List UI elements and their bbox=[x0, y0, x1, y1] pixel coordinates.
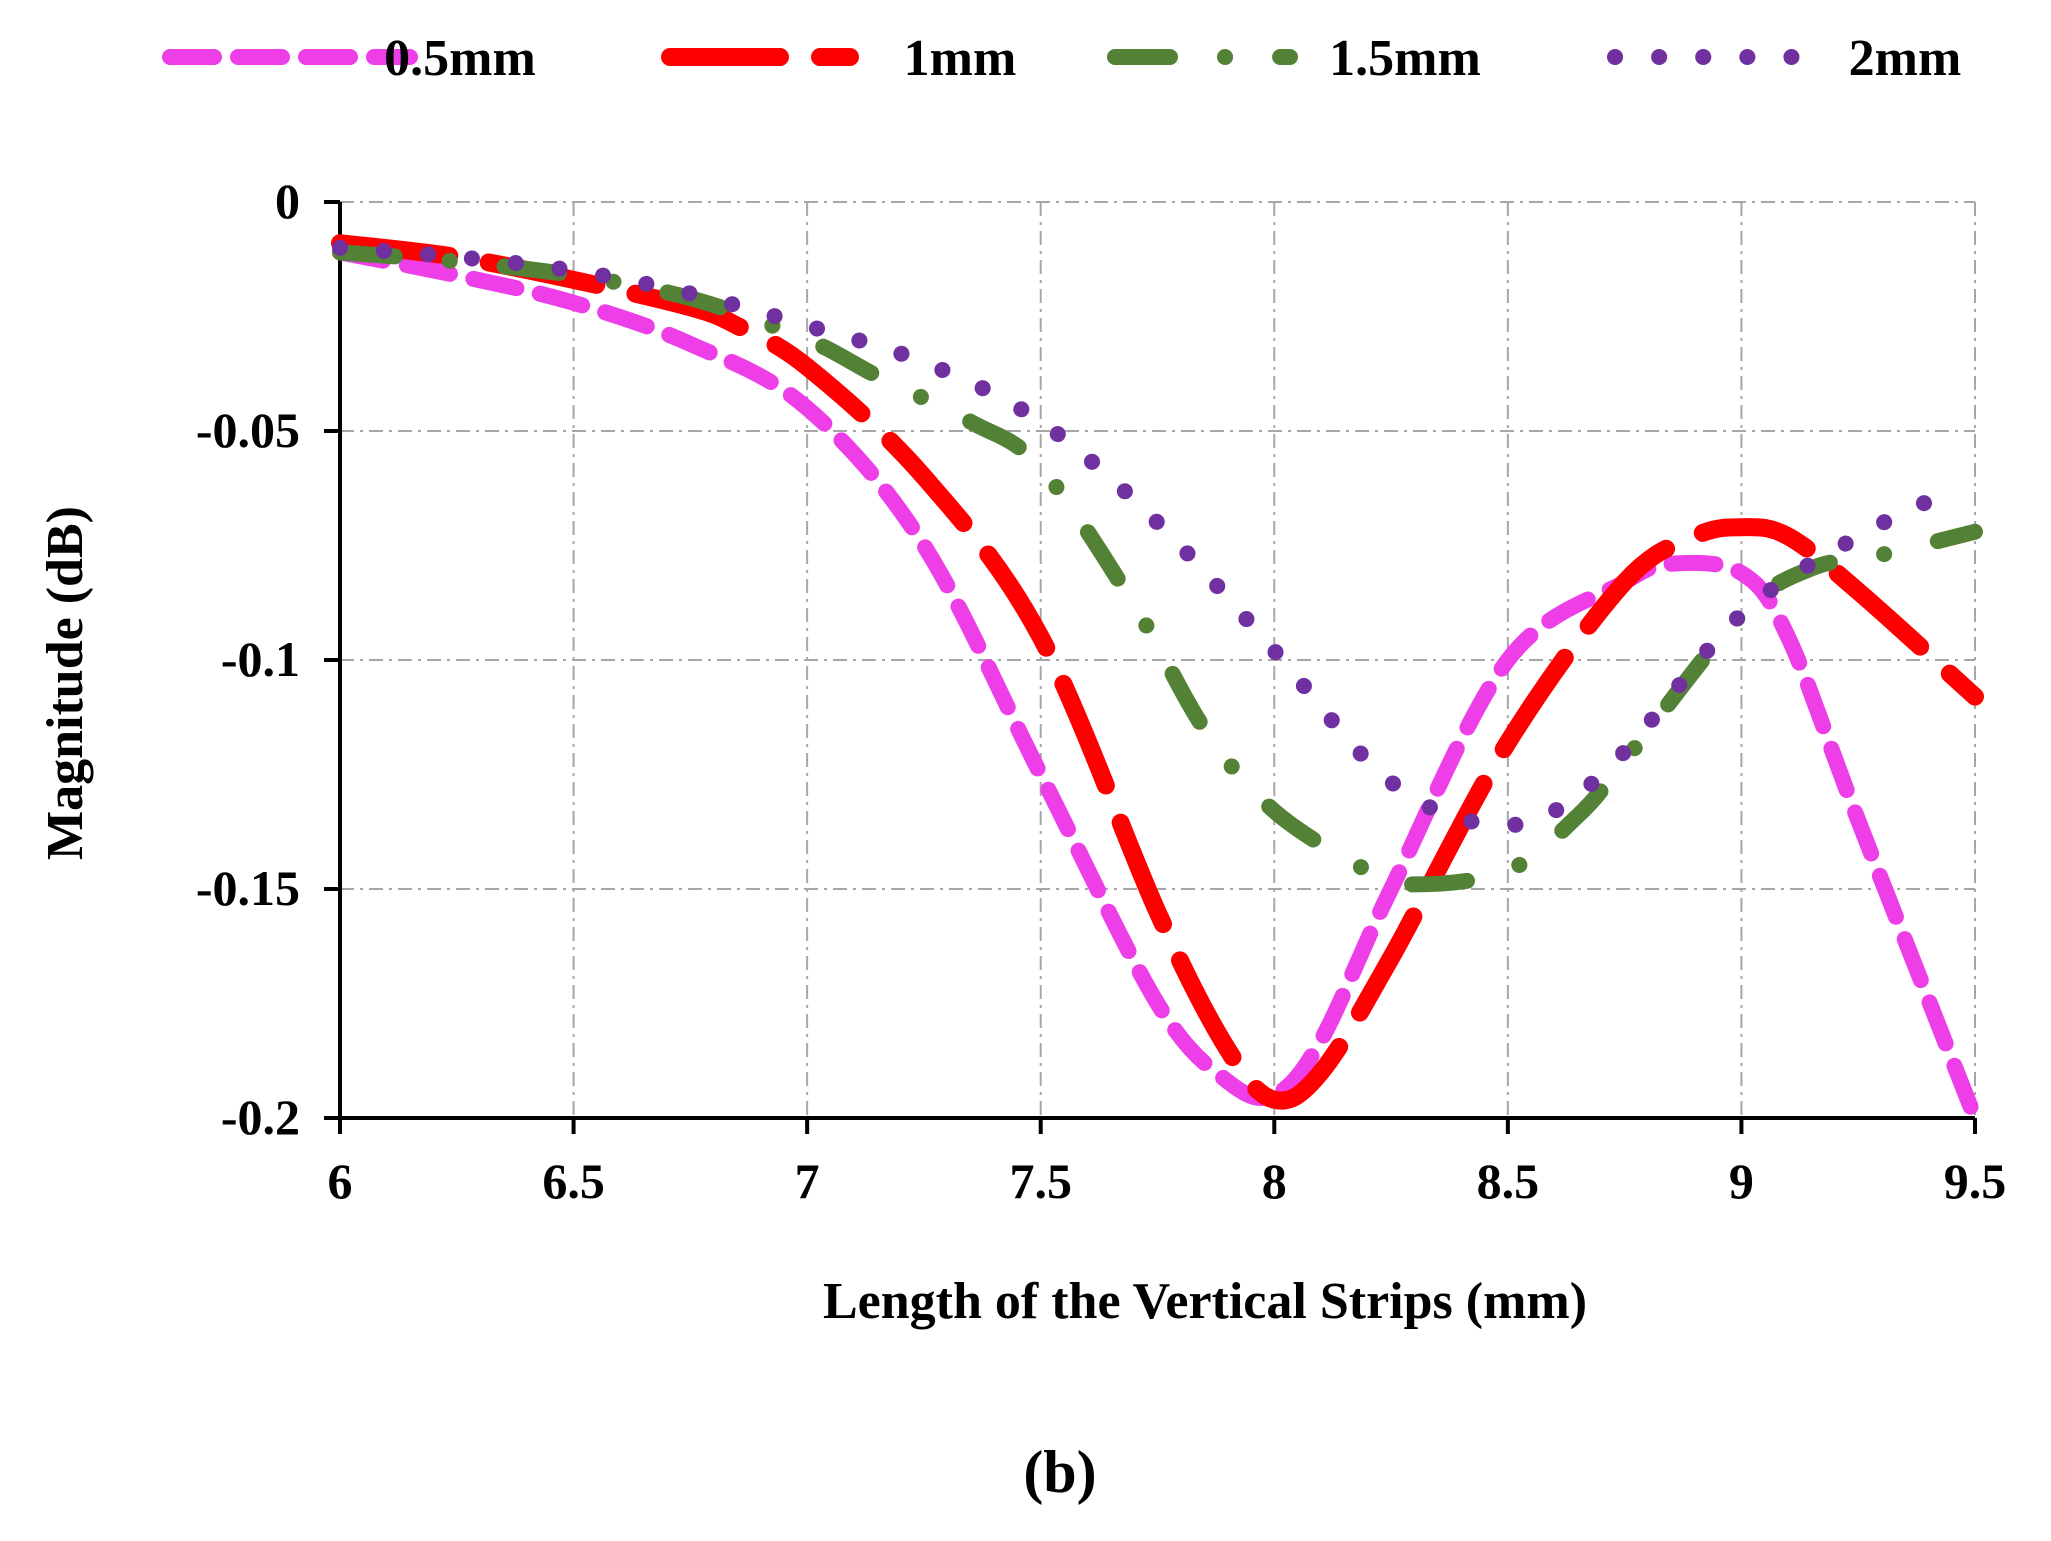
y-tick-label: -0.15 bbox=[196, 860, 300, 916]
y-tick-label: -0.1 bbox=[221, 631, 300, 687]
x-tick-label: 9.5 bbox=[1944, 1153, 2007, 1209]
grid bbox=[340, 201, 1976, 1118]
legend-label-0.5mm: 0.5mm bbox=[384, 30, 536, 87]
y-tick-label: 0 bbox=[275, 173, 300, 229]
axes: 6 6.5 7 7.5 8 8.5 9 9.5 0 -0.05 -0.1 -0.15 -0.2 bbox=[196, 173, 2006, 1209]
y-tick-label: -0.2 bbox=[221, 1089, 300, 1145]
legend-label-1mm: 1mm bbox=[904, 30, 1017, 87]
x-tick-label: 6.5 bbox=[542, 1153, 605, 1209]
y-axis-title: Magnitude (dB) bbox=[37, 506, 94, 860]
y-tick-label: -0.05 bbox=[196, 402, 300, 458]
x-tick-label: 8 bbox=[1262, 1153, 1287, 1209]
series-line-1.5mm bbox=[332, 244, 1983, 893]
x-tick-label: 7 bbox=[795, 1153, 820, 1209]
series-line-1mm bbox=[331, 234, 1984, 1110]
x-tick-label: 7.5 bbox=[1009, 1153, 1072, 1209]
figure-caption: (b) bbox=[1023, 1439, 1096, 1505]
legend-label-1.5mm: 1.5mm bbox=[1329, 30, 1481, 87]
series-layer bbox=[331, 234, 1984, 1126]
x-axis-title: Length of the Vertical Strips (mm) bbox=[823, 1273, 1587, 1330]
x-tick-label: 8.5 bbox=[1477, 1153, 1540, 1209]
x-tick-label: 6 bbox=[328, 1153, 353, 1209]
legend-label-2mm: 2mm bbox=[1849, 30, 1962, 87]
series-line-0.5mm bbox=[332, 244, 1983, 1126]
series-line-2mm bbox=[332, 239, 1960, 833]
x-tick-label: 9 bbox=[1729, 1153, 1754, 1209]
legend: 0.5mm 1mm 1.5mm 2mm bbox=[162, 30, 1962, 87]
